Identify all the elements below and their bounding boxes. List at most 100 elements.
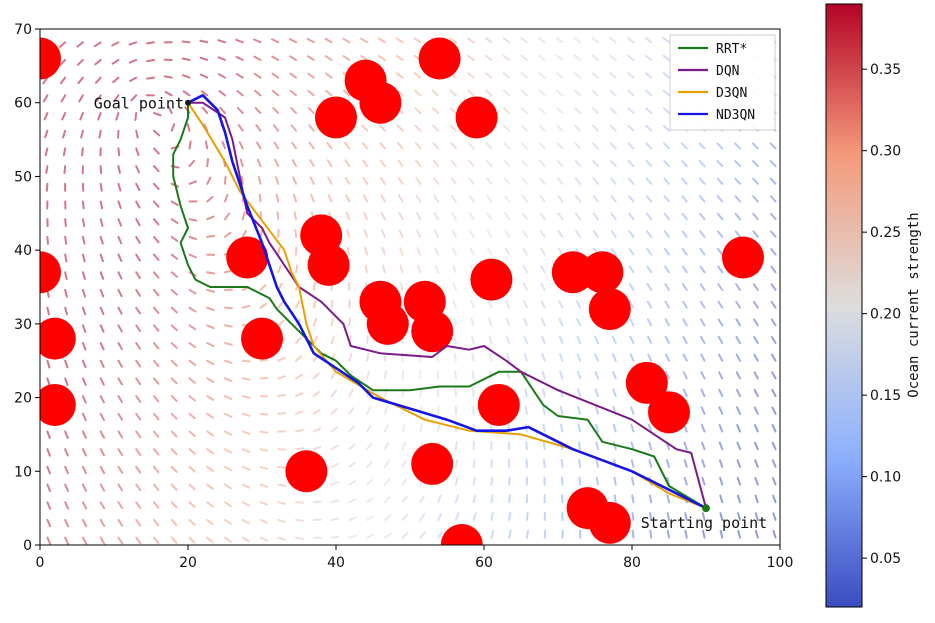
current-arrow-346 <box>235 55 244 61</box>
current-arrow-716 <box>468 177 475 185</box>
current-arrow-653 <box>434 264 440 274</box>
current-arrow-20 <box>45 182 49 192</box>
current-arrow-977 <box>627 177 635 185</box>
current-arrow-599 <box>397 194 404 203</box>
current-arrow-246 <box>188 288 197 295</box>
y-tick-label-7: 70 <box>14 22 32 38</box>
current-arrow-367 <box>258 193 262 203</box>
current-arrow-485 <box>326 159 333 168</box>
current-arrow-812 <box>543 529 547 539</box>
current-arrow-368 <box>257 176 262 185</box>
current-arrow-87 <box>99 536 106 545</box>
current-arrow-332 <box>241 304 251 309</box>
current-arrow-1137 <box>736 424 742 433</box>
current-arrow-463 <box>306 37 315 44</box>
current-arrow-495 <box>348 498 357 504</box>
current-arrow-1042 <box>662 54 670 61</box>
current-arrow-411 <box>295 447 304 451</box>
current-arrow-1201 <box>770 318 777 327</box>
current-arrow-1105 <box>719 476 724 486</box>
current-arrow-976 <box>628 195 635 203</box>
current-arrow-147 <box>135 501 142 509</box>
current-arrow-96 <box>99 377 105 386</box>
current-arrow-434 <box>288 38 298 44</box>
current-arrow-1178 <box>752 212 759 221</box>
current-arrow-511 <box>345 211 351 221</box>
current-arrow-462 <box>306 55 315 61</box>
x-axis: 0 20 40 60 80 100 <box>36 545 793 571</box>
current-arrow-63 <box>81 448 87 457</box>
current-arrow-894 <box>574 107 582 115</box>
current-arrow-1064 <box>681 177 688 185</box>
current-arrow-777 <box>503 124 511 132</box>
current-arrow-1177 <box>752 230 759 238</box>
current-arrow-525 <box>366 479 374 486</box>
current-arrow-988 <box>648 494 653 504</box>
current-arrow-589 <box>401 370 405 380</box>
current-arrow-52 <box>62 129 67 139</box>
current-arrow-390 <box>277 301 284 309</box>
current-arrow-805 <box>521 142 528 150</box>
current-arrow-561 <box>383 352 387 362</box>
current-arrow-958 <box>631 512 635 521</box>
current-arrow-668 <box>454 512 460 521</box>
current-arrow-407 <box>295 518 304 522</box>
current-arrow-1190 <box>772 512 777 521</box>
current-arrow-151 <box>135 430 142 439</box>
current-arrow-182 <box>152 395 160 403</box>
current-arrow-537 <box>364 264 369 274</box>
current-arrow-164 <box>135 200 141 209</box>
current-arrow-473 <box>330 371 337 380</box>
current-arrow-862 <box>556 159 564 168</box>
current-arrow-831 <box>539 194 546 203</box>
current-arrow-408 <box>295 501 304 504</box>
current-arrow-345 <box>235 72 244 79</box>
current-arrow-384 <box>277 412 287 415</box>
current-arrow-1142 <box>735 336 742 345</box>
current-arrow-1003 <box>646 230 653 238</box>
current-arrow-401 <box>272 107 280 115</box>
current-arrow-1133 <box>736 494 742 504</box>
current-arrow-503 <box>348 353 353 362</box>
current-arrow-973 <box>628 247 635 256</box>
current-arrow-350 <box>259 501 269 506</box>
current-arrow-1166 <box>753 424 759 433</box>
current-arrow-1052 <box>682 388 688 398</box>
current-arrow-1112 <box>717 353 724 362</box>
current-arrow-217 <box>170 288 178 296</box>
current-arrow-252 <box>188 180 197 185</box>
current-arrow-741 <box>487 247 493 256</box>
current-arrow-821 <box>541 370 546 380</box>
current-arrow-520 <box>342 55 351 61</box>
current-arrow-320 <box>241 518 250 525</box>
current-arrow-342 <box>237 124 244 132</box>
current-arrow-73 <box>81 271 86 280</box>
current-arrow-433 <box>289 55 298 61</box>
current-arrow-1057 <box>682 300 688 309</box>
current-arrow-341 <box>238 141 244 150</box>
current-arrow-493 <box>348 534 358 539</box>
current-arrow-603 <box>396 124 404 132</box>
current-arrow-0 <box>46 536 52 545</box>
current-arrow-945 <box>610 230 617 238</box>
current-arrow-1024 <box>665 371 670 380</box>
current-arrow-1030 <box>664 265 670 274</box>
current-arrow-1081 <box>700 388 706 398</box>
current-arrow-43 <box>64 288 68 298</box>
current-arrow-373 <box>254 89 262 97</box>
current-arrow-867 <box>556 72 564 79</box>
current-arrow-494 <box>348 516 357 521</box>
current-arrow-964 <box>630 406 635 415</box>
current-arrow-10 <box>46 359 51 369</box>
current-arrow-274 <box>206 306 215 312</box>
obstacle-2 <box>40 317 76 360</box>
current-arrow-864 <box>556 124 564 132</box>
current-arrow-946 <box>610 212 617 221</box>
current-arrow-321 <box>241 501 250 507</box>
current-arrow-1077 <box>701 459 706 468</box>
current-arrow-134 <box>117 218 123 227</box>
current-arrow-679 <box>453 317 457 327</box>
current-arrow-611 <box>419 495 425 504</box>
current-arrow-302 <box>224 324 233 328</box>
current-arrow-1168 <box>753 388 759 398</box>
